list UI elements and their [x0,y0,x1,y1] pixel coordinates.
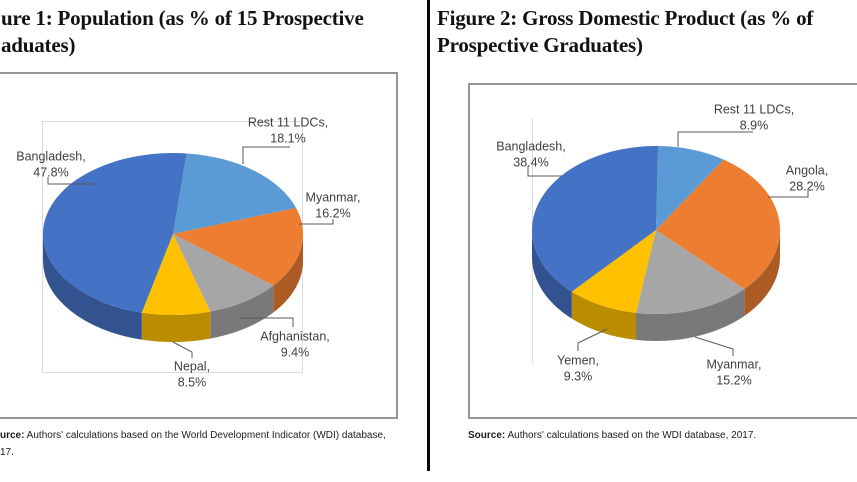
fig2-slice-bangladesh-side [532,230,572,319]
fig2-slice-angola-side [744,230,780,316]
fig1-slice-nepal [141,234,211,315]
figure1-source-line2: 17. [0,447,14,458]
figure1-source-note: urce: Authors' calculations based on the… [0,427,412,461]
fig1-leader-bangladesh [47,177,95,185]
fig2-label-bangladesh: Bangladesh, 38.4% [496,140,566,170]
fig1-label-rest-11-ldcs: Rest 11 LDCs, 18.1% [248,116,328,146]
figure1-source-prefix: urce: [0,430,25,441]
figure1-title-line2: aduates) [1,33,76,57]
figure2-source-note: Source: Authors' calculations based on t… [468,427,857,444]
fig1-leader-rest-11-ldcs [242,146,290,164]
fig1-slice-nepal-side [141,311,211,342]
fig2-leader-myanmar [694,336,734,356]
fig1-slice-afghanistan-side [210,285,274,339]
fig2-label-angola: Angola, 28.2% [786,164,828,194]
figure2-border-box [468,83,857,419]
fig2-slice-rest-11-ldcs [656,146,724,230]
fig1-leader-afghanistan [240,317,294,327]
figure1-source-text: Authors' calculations based on the World… [24,430,386,441]
figure2-source-text: Authors' calculations based on the WDI d… [505,430,757,441]
fig2-slice-yemen-side [571,291,636,340]
fig2-leader-yemen [577,328,608,351]
fig1-label-bangladesh: Bangladesh, 47.8% [16,150,86,180]
fig1-slice-rest-11-ldcs [173,153,297,234]
fig1-slice-afghanistan [173,234,274,312]
fig2-slice-angola [656,159,781,289]
figure2-title: Figure 2: Gross Domestic Product (as % o… [437,5,813,59]
column-divider [427,0,430,471]
figure1-border-box [0,72,398,419]
fig1-slice-myanmar-side [273,234,303,313]
fig1-label-afghanistan: Afghanistan, 9.4% [260,330,330,360]
fig2-slice-myanmar-side [636,288,745,341]
fig1-slice-myanmar [173,207,304,286]
fig2-leader-angola [768,191,809,198]
fig2-label-yemen: Yemen, 9.3% [557,354,599,384]
fig2-slice-bangladesh [531,145,659,292]
figure2-title-line1: Figure 2: Gross Domestic Product (as % o… [437,6,814,30]
fig2-label-rest-11-ldcs: Rest 11 LDCs, 8.9% [714,103,794,133]
figure1-title: ure 1: Population (as % of 15 Prospectiv… [1,5,364,59]
figure2-title-line2: Prospective Graduates) [437,33,643,57]
fig1-slice-bangladesh-side [43,234,142,340]
fig2-slice-myanmar [636,230,745,314]
fig2-slice-yemen [571,230,656,313]
fig1-label-myanmar: Myanmar, 16.2% [306,191,361,221]
fig1-label-nepal: Nepal, 8.5% [174,360,210,390]
fig2-leader-rest-11-ldcs [677,131,753,147]
figure1-title-line1: ure 1: Population (as % of 15 Prospectiv… [1,6,364,30]
fig2-label-myanmar: Myanmar, 15.2% [707,358,762,388]
figure1-source-line1: urce: Authors' calculations based on the… [0,427,412,444]
fig1-leader-nepal [172,341,193,358]
figure2-source-prefix: Source: [468,430,506,441]
fig1-leader-myanmar [299,219,334,225]
fig1-slice-bangladesh [42,152,187,313]
fig2-leader-bangladesh [527,166,563,177]
